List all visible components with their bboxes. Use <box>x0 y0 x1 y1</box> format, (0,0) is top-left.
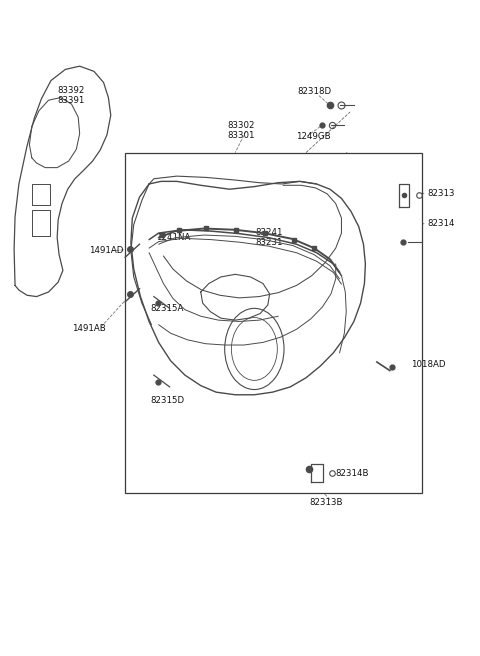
Text: 82314B: 82314B <box>336 469 369 478</box>
Text: 1249GB: 1249GB <box>297 132 331 140</box>
Text: 1491AD: 1491AD <box>89 246 123 255</box>
Text: 82315D: 82315D <box>150 396 184 405</box>
Text: 1241NA: 1241NA <box>156 233 190 242</box>
Text: 83302
83301: 83302 83301 <box>227 121 255 140</box>
Text: 83241
83231: 83241 83231 <box>255 228 282 247</box>
Text: 82314: 82314 <box>428 218 455 228</box>
Text: 1491AB: 1491AB <box>72 323 106 333</box>
Text: 82315A: 82315A <box>151 304 184 313</box>
Text: 1018AD: 1018AD <box>411 359 446 369</box>
Bar <box>125 153 422 493</box>
Text: 83392
83391: 83392 83391 <box>58 86 85 106</box>
Text: 82313: 82313 <box>428 189 455 197</box>
Text: 82313B: 82313B <box>310 499 343 507</box>
Text: 82318D: 82318D <box>297 87 331 96</box>
